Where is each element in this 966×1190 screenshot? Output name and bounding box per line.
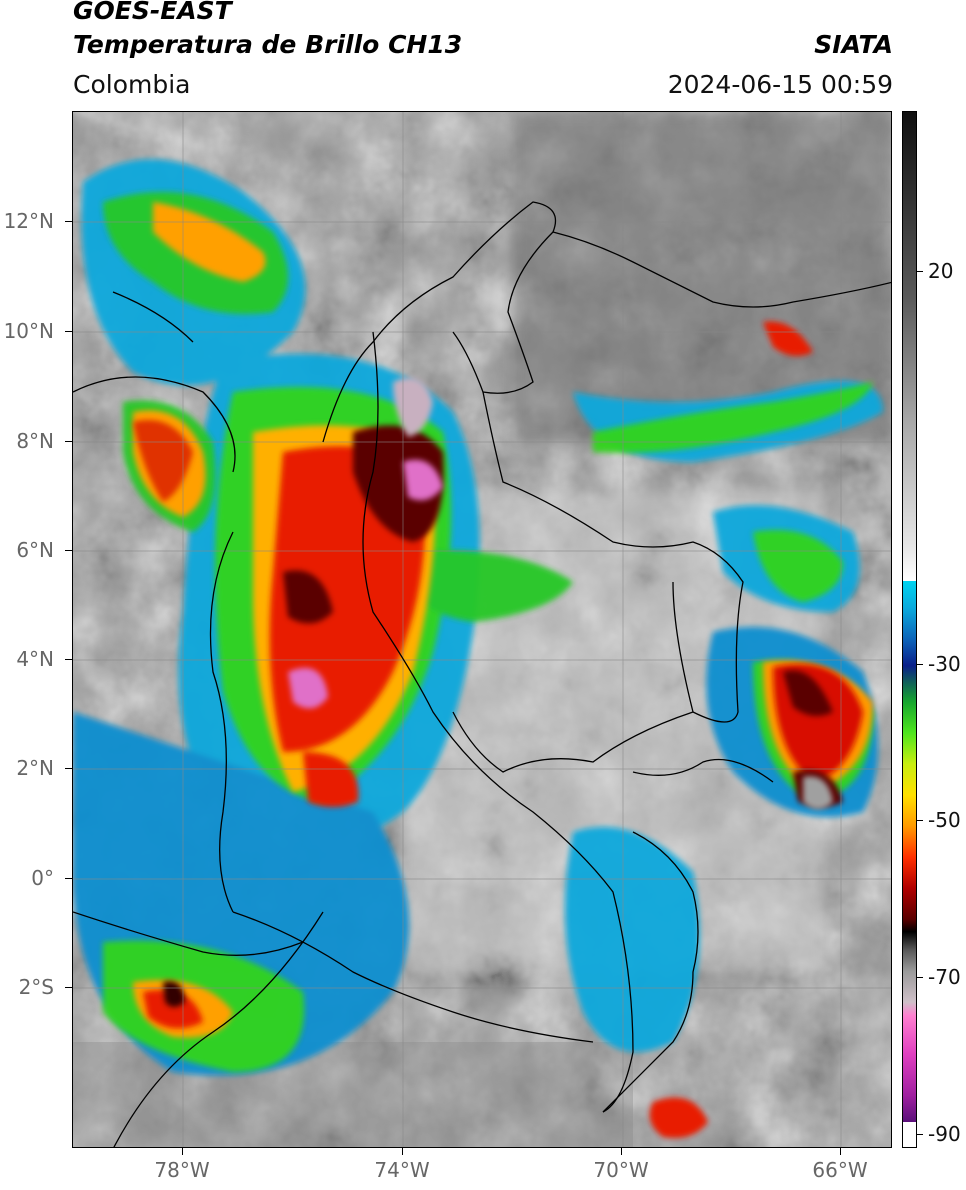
timestamp-label: 2024-06-15 00:59 [667,70,893,99]
colorbar-tick [917,820,923,821]
lat-label-10n: 10°N [3,319,54,343]
satellite-image-icon [73,112,891,1147]
lat-label-0: 0° [31,866,54,890]
title-product: Temperatura de Brillo CH13 [73,30,463,59]
colorbar-tick [917,664,923,665]
lon-tick [402,1148,403,1155]
colorbar-label-minus90: -90 [928,1122,961,1146]
colorbar-tick [917,977,923,978]
lon-tick [840,1148,841,1155]
colorbar-label-minus30: -30 [928,652,961,676]
lat-tick [65,768,72,769]
region-label: Colombia [73,70,191,99]
lat-label-6n: 6°N [16,538,54,562]
colorbar-tick [917,1134,923,1135]
lat-label-12n: 12°N [3,209,54,233]
lat-tick [65,441,72,442]
lon-label-70w: 70°W [593,1158,649,1182]
lon-tick [182,1148,183,1155]
lon-tick [621,1148,622,1155]
lat-tick [65,331,72,332]
lat-tick [65,878,72,879]
lat-label-2n: 2°N [16,756,54,780]
lon-label-74w: 74°W [374,1158,430,1182]
colorbar-label-minus50: -50 [928,808,961,832]
lon-label-78w: 78°W [154,1158,210,1182]
colorbar-label-20: 20 [928,259,954,283]
lat-tick [65,987,72,988]
lat-tick [65,550,72,551]
lon-label-66w: 66°W [812,1158,868,1182]
lat-label-4n: 4°N [16,647,54,671]
organization-label: SIATA [814,30,893,59]
title-satellite: GOES-EAST [73,0,232,25]
temperature-colorbar [902,111,917,1148]
lat-label-2s: 2°S [18,975,54,999]
satellite-map [72,111,892,1148]
colorbar-label-minus70: -70 [928,965,961,989]
lat-label-8n: 8°N [16,429,54,453]
colorbar-tick [917,271,923,272]
lat-tick [65,659,72,660]
lat-tick [65,221,72,222]
